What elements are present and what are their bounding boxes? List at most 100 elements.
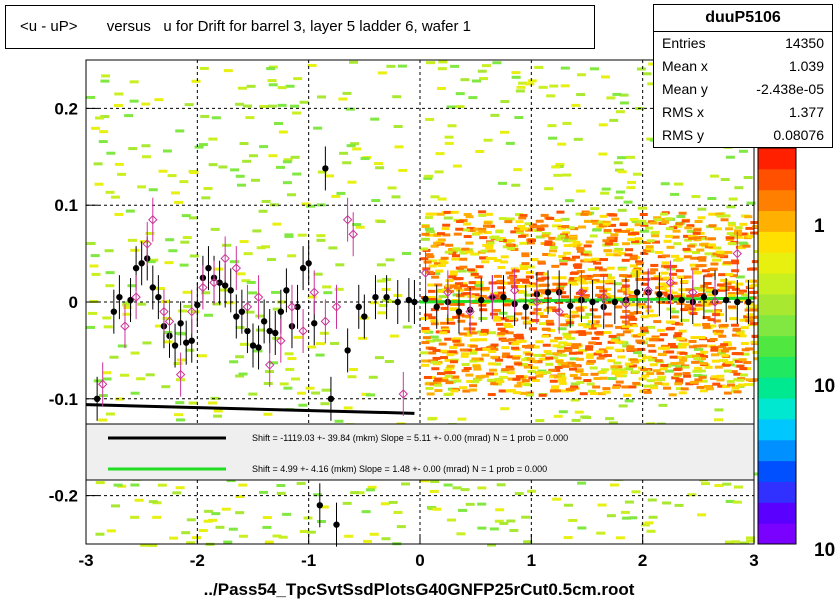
density-cell — [485, 257, 494, 261]
density-cell — [444, 250, 453, 254]
density-cell — [493, 296, 502, 300]
density-cell — [578, 323, 587, 327]
density-cell — [557, 226, 566, 230]
density-cell — [681, 219, 690, 223]
density-cell — [451, 337, 460, 341]
density-cell — [666, 320, 675, 324]
density-cell — [690, 380, 699, 384]
density-cell — [477, 486, 487, 490]
density-cell — [392, 95, 402, 99]
density-cell — [519, 227, 528, 231]
density-cell — [573, 295, 582, 299]
density-cell — [210, 227, 220, 231]
density-cell — [180, 240, 190, 244]
data-point — [177, 320, 184, 327]
density-cell — [463, 327, 472, 331]
density-cell — [358, 336, 368, 340]
density-cell — [134, 498, 144, 502]
density-cell — [695, 307, 704, 311]
density-cell — [710, 376, 719, 380]
density-cell — [622, 330, 631, 334]
density-cell — [740, 326, 749, 330]
colorbar-segment — [758, 356, 796, 378]
density-cell — [617, 368, 627, 372]
density-cell — [497, 291, 506, 295]
density-cell — [606, 236, 615, 240]
density-cell — [469, 384, 478, 388]
density-cell — [194, 145, 204, 149]
density-cell — [538, 85, 548, 89]
density-cell — [566, 226, 575, 230]
density-cell — [535, 219, 544, 223]
density-cell — [475, 347, 484, 351]
density-cell — [657, 375, 667, 379]
density-cell — [538, 283, 547, 287]
density-cell — [598, 348, 607, 352]
density-cell — [237, 86, 247, 90]
density-cell — [538, 322, 548, 326]
density-cell — [261, 245, 271, 249]
density-cell — [615, 325, 624, 329]
density-cell — [299, 529, 309, 533]
density-cell — [449, 345, 458, 349]
density-cell — [693, 344, 702, 348]
density-cell — [580, 252, 589, 256]
density-cell — [696, 248, 705, 252]
stats-value: 14350 — [785, 35, 824, 51]
density-cell — [705, 288, 714, 292]
density-cell — [531, 284, 541, 288]
density-cell — [638, 219, 647, 223]
density-cell — [662, 254, 671, 258]
density-cell — [600, 191, 610, 195]
density-cell — [511, 269, 520, 273]
stats-value: 0.08076 — [773, 127, 824, 143]
density-cell — [627, 296, 636, 300]
data-point-diamond — [148, 215, 158, 225]
density-cell — [487, 249, 496, 253]
density-cell — [162, 149, 172, 153]
density-cell — [88, 311, 98, 315]
density-cell — [707, 298, 716, 302]
density-cell — [738, 383, 747, 387]
density-cell — [154, 324, 164, 328]
density-cell — [464, 333, 473, 337]
density-cell — [664, 234, 673, 238]
density-cell — [726, 383, 735, 387]
density-cell — [695, 353, 704, 357]
density-cell — [568, 367, 577, 371]
density-cell — [488, 362, 497, 366]
density-cell — [505, 389, 514, 393]
density-cell — [746, 539, 756, 543]
density-cell — [727, 293, 736, 297]
density-cell — [647, 82, 657, 86]
density-cell — [600, 368, 609, 372]
density-cell — [515, 220, 524, 224]
data-point-diamond — [398, 389, 409, 399]
density-cell — [606, 276, 615, 280]
density-cell — [502, 303, 511, 307]
data-point — [333, 521, 340, 528]
density-cell — [469, 359, 478, 363]
density-cell — [614, 247, 624, 251]
density-cell — [689, 263, 698, 267]
density-cell — [286, 193, 296, 197]
density-cell — [604, 249, 613, 253]
density-cell — [533, 308, 542, 312]
density-cell — [476, 287, 485, 291]
density-cell — [536, 225, 545, 229]
density-cell — [707, 318, 716, 322]
density-cell — [466, 268, 475, 272]
density-cell — [293, 77, 303, 81]
stats-value: -2.438e-05 — [756, 81, 824, 97]
density-cell — [613, 253, 622, 257]
density-cell — [493, 362, 502, 366]
density-cell — [178, 309, 188, 313]
density-cell — [447, 321, 456, 325]
chart-title: <u - uP> versus u for Drift for barrel 3… — [5, 5, 595, 49]
density-cell — [305, 386, 315, 390]
density-cell — [466, 379, 475, 383]
density-cell — [718, 345, 727, 349]
density-cell — [623, 393, 632, 397]
density-cell — [377, 311, 387, 315]
density-cell — [469, 351, 478, 355]
